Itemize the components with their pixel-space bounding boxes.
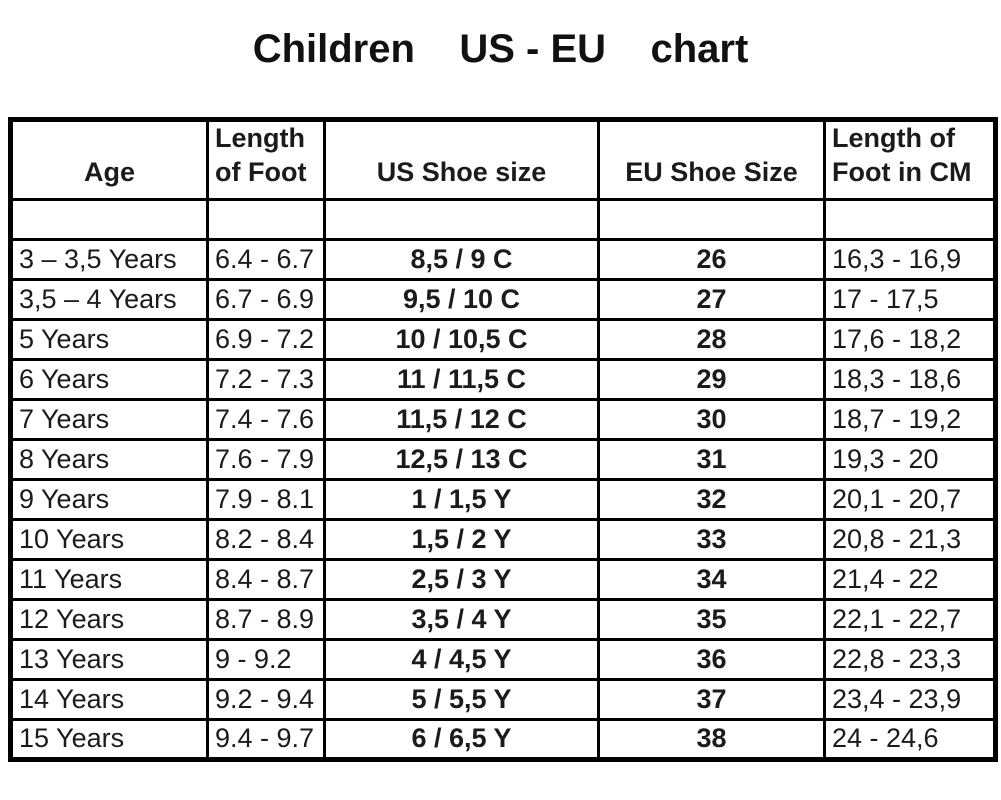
cell-eu: 34 — [597, 557, 826, 601]
spacer-cell — [206, 197, 326, 241]
cell-us: 11 / 11,5 C — [323, 357, 600, 401]
cell-foot: 9.4 - 9.7 — [206, 717, 326, 761]
cell-eu: 30 — [597, 397, 826, 441]
table-row: 3,5 – 4 Years 6.7 - 6.9 9,5 / 10 C 27 17 - 1… — [9, 277, 997, 321]
cell-age: 7 Years — [9, 397, 209, 441]
page-title: Children US - EU chart — [252, 27, 749, 71]
column-header-length-of-foot: Length of Foot — [206, 118, 326, 201]
spacer-cell — [823, 197, 997, 241]
cell-cm: 22,8 - 23,3 — [823, 637, 997, 681]
cell-eu: 33 — [597, 517, 826, 561]
cell-us: 2,5 / 3 Y — [323, 557, 600, 601]
cell-eu: 29 — [597, 357, 826, 401]
cell-us: 3,5 / 4 Y — [323, 597, 600, 641]
cell-cm: 18,3 - 18,6 — [823, 357, 997, 401]
cell-eu: 35 — [597, 597, 826, 641]
cell-foot: 6.4 - 6.7 — [206, 237, 326, 281]
cell-age: 5 Years — [9, 317, 209, 361]
cell-eu: 36 — [597, 637, 826, 681]
cell-age: 10 Years — [9, 517, 209, 561]
spacer-cell — [323, 197, 600, 241]
table-row: 3 – 3,5 Years 6.4 - 6.7 8,5 / 9 C 26 16,3 - … — [9, 237, 997, 281]
cell-foot: 9 - 9.2 — [206, 637, 326, 681]
cell-age: 13 Years — [9, 637, 209, 681]
table-row: 5 Years 6.9 - 7.2 10 / 10,5 C 28 17,6 - 18,2 — [9, 317, 997, 361]
table-row: 11 Years 8.4 - 8.7 2,5 / 3 Y 34 21,4 - 22 — [9, 557, 997, 601]
cell-foot: 8.2 - 8.4 — [206, 517, 326, 561]
cell-age: 3,5 – 4 Years — [9, 277, 209, 321]
table-row: 8 Years 7.6 - 7.9 12,5 / 13 C 31 19,3 - 20 — [9, 437, 997, 481]
cell-foot: 8.7 - 8.9 — [206, 597, 326, 641]
table-row: 15 Years 9.4 - 9.7 6 / 6,5 Y 38 24 - 24,6 — [9, 717, 997, 761]
cell-cm: 20,1 - 20,7 — [823, 477, 997, 521]
cell-cm: 20,8 - 21,3 — [823, 517, 997, 561]
cell-age: 12 Years — [9, 597, 209, 641]
table-row: 6 Years 7.2 - 7.3 11 / 11,5 C 29 18,3 - 18,6 — [9, 357, 997, 401]
spacer-row — [9, 197, 997, 241]
cell-us: 10 / 10,5 C — [323, 317, 600, 361]
cell-age: 8 Years — [9, 437, 209, 481]
cell-age: 15 Years — [9, 717, 209, 761]
cell-us: 11,5 / 12 C — [323, 397, 600, 441]
cell-us: 4 / 4,5 Y — [323, 637, 600, 681]
cell-us: 12,5 / 13 C — [323, 437, 600, 481]
cell-eu: 38 — [597, 717, 826, 761]
spacer-cell — [597, 197, 826, 241]
cell-eu: 27 — [597, 277, 826, 321]
children-size-chart-table: Age Length of Foot US Shoe size EU Shoe … — [8, 117, 998, 762]
cell-cm: 24 - 24,6 — [823, 717, 997, 761]
cell-eu: 26 — [597, 237, 826, 281]
cell-eu: 28 — [597, 317, 826, 361]
cell-age: 3 – 3,5 Years — [9, 237, 209, 281]
cell-foot: 8.4 - 8.7 — [206, 557, 326, 601]
cell-age: 9 Years — [9, 477, 209, 521]
column-header-eu-shoe-size: EU Shoe Size — [597, 118, 826, 201]
cell-us: 1 / 1,5 Y — [323, 477, 600, 521]
cell-age: 14 Years — [9, 677, 209, 721]
cell-cm: 18,7 - 19,2 — [823, 397, 997, 441]
table-row: 14 Years 9.2 - 9.4 5 / 5,5 Y 37 23,4 - 23,9 — [9, 677, 997, 721]
column-header-us-shoe-size: US Shoe size — [323, 118, 600, 201]
cell-eu: 37 — [597, 677, 826, 721]
cell-eu: 31 — [597, 437, 826, 481]
cell-cm: 17,6 - 18,2 — [823, 317, 997, 361]
cell-cm: 22,1 - 22,7 — [823, 597, 997, 641]
cell-cm: 21,4 - 22 — [823, 557, 997, 601]
spacer-cell — [9, 197, 209, 241]
cell-us: 8,5 / 9 C — [323, 237, 600, 281]
table-row: 10 Years 8.2 - 8.4 1,5 / 2 Y 33 20,8 - 21,3 — [9, 517, 997, 561]
table-row: 7 Years 7.4 - 7.6 11,5 / 12 C 30 18,7 - 19,2 — [9, 397, 997, 441]
cell-foot: 7.9 - 8.1 — [206, 477, 326, 521]
cell-us: 5 / 5,5 Y — [323, 677, 600, 721]
table-body: 3 – 3,5 Years 6.4 - 6.7 8,5 / 9 C 26 16,3 - … — [9, 197, 997, 761]
cell-cm: 16,3 - 16,9 — [823, 237, 997, 281]
cell-foot: 6.7 - 6.9 — [206, 277, 326, 321]
cell-foot: 6.9 - 7.2 — [206, 317, 326, 361]
cell-cm: 17 - 17,5 — [823, 277, 997, 321]
cell-us: 1,5 / 2 Y — [323, 517, 600, 561]
column-header-length-foot-cm: Length of Foot in CM — [823, 118, 997, 201]
header-row: Age Length of Foot US Shoe size EU Shoe … — [9, 118, 997, 201]
table-row: 9 Years 7.9 - 8.1 1 / 1,5 Y 32 20,1 - 20,7 — [9, 477, 997, 521]
cell-us: 9,5 / 10 C — [323, 277, 600, 321]
cell-eu: 32 — [597, 477, 826, 521]
cell-us: 6 / 6,5 Y — [323, 717, 600, 761]
cell-foot: 7.2 - 7.3 — [206, 357, 326, 401]
table-row: 12 Years 8.7 - 8.9 3,5 / 4 Y 35 22,1 - 22,7 — [9, 597, 997, 641]
cell-foot: 9.2 - 9.4 — [206, 677, 326, 721]
table-row: 13 Years 9 - 9.2 4 / 4,5 Y 36 22,8 - 23,3 — [9, 637, 997, 681]
cell-foot: 7.4 - 7.6 — [206, 397, 326, 441]
cell-foot: 7.6 - 7.9 — [206, 437, 326, 481]
cell-age: 11 Years — [9, 557, 209, 601]
column-header-age: Age — [9, 118, 209, 201]
cell-cm: 23,4 - 23,9 — [823, 677, 997, 721]
cell-age: 6 Years — [9, 357, 209, 401]
cell-cm: 19,3 - 20 — [823, 437, 997, 481]
